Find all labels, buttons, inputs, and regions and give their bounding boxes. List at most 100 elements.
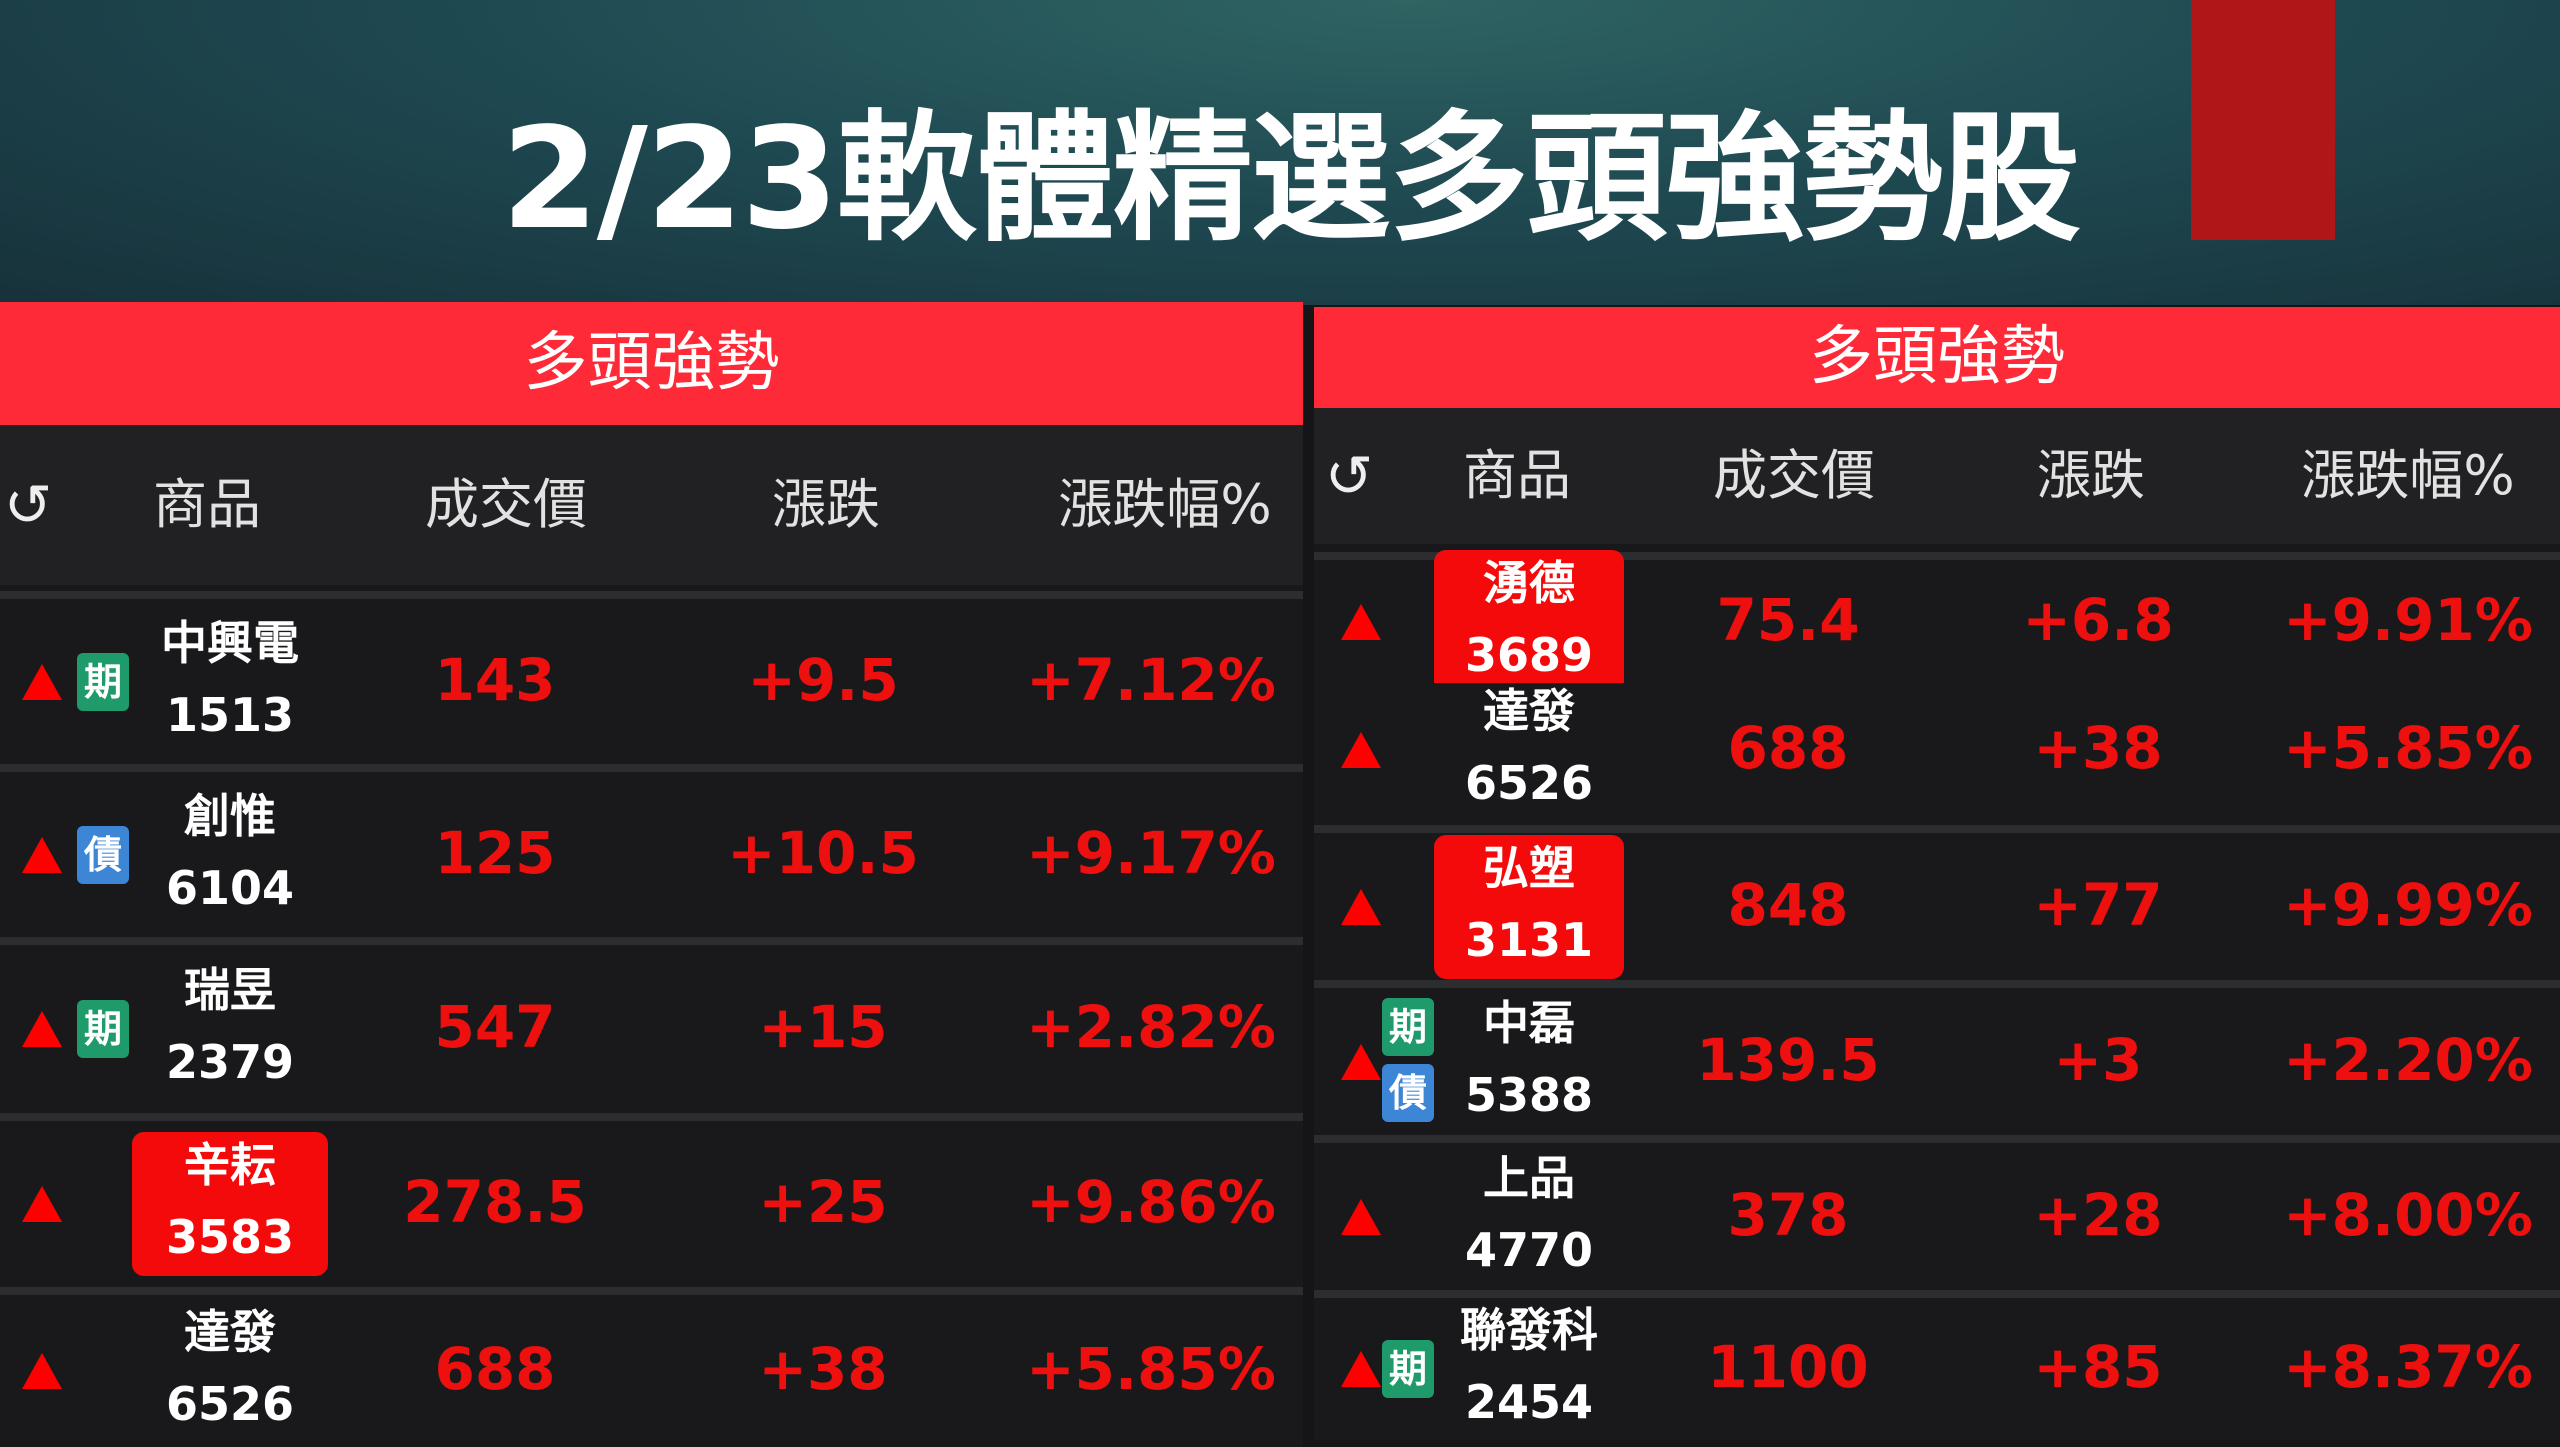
change: +28 (2033, 1180, 2163, 1249)
right-watchlist-panel: 多頭強勢 ↺ 商品 成交價 漲跌 漲跌幅% 湧德 3689 75.4 +6.8 +9.9… (1314, 307, 2560, 1440)
up-arrow-icon (22, 836, 62, 873)
stock-code: 3689 (1464, 627, 1594, 682)
futures-badge: 期 (1382, 1340, 1434, 1398)
column-change-pct[interactable]: 漲跌幅% (2301, 444, 2515, 507)
up-arrow-icon (1341, 1198, 1381, 1235)
column-price[interactable]: 成交價 (1713, 444, 1875, 507)
up-arrow-icon (1341, 603, 1381, 640)
stock-name[interactable]: 辛耘 (184, 1138, 276, 1192)
table-row[interactable]: 達發 6526 688 +38 +5.85% (1314, 683, 2560, 825)
stock-code: 3583 (165, 1210, 295, 1264)
column-change[interactable]: 漲跌 (772, 473, 880, 536)
stock-name[interactable]: 中興電 (161, 615, 299, 670)
up-arrow-icon (1341, 732, 1381, 768)
column-price[interactable]: 成交價 (425, 473, 587, 536)
stock-name[interactable]: 弘塑 (1483, 840, 1575, 895)
table-row[interactable]: 期 瑞昱 2379 547 +15 +2.82% (0, 937, 1303, 1113)
price: 547 (434, 993, 556, 1061)
change: +77 (2033, 870, 2163, 939)
left-watchlist-panel: 多頭強勢 ↺ 商品 成交價 漲跌 漲跌幅% 期中興電 1513 143 +9.5 +7.… (0, 302, 1303, 1447)
change: +3 (2053, 1025, 2143, 1094)
column-product[interactable]: 商品 (153, 473, 261, 536)
bond-badge: 債 (77, 825, 129, 884)
refresh-icon[interactable]: ↺ (1324, 442, 1374, 510)
change: +25 (758, 1168, 888, 1236)
change-pct: +9.91% (2283, 585, 2533, 654)
change-pct: +9.17% (1026, 818, 1276, 887)
change: +6.8 (2022, 585, 2174, 654)
stock-code: 2454 (1464, 1375, 1594, 1429)
stock-name[interactable]: 達發 (184, 1305, 276, 1359)
up-arrow-icon (1341, 888, 1381, 925)
change-pct: +8.37% (2283, 1333, 2533, 1401)
up-arrow-icon (1341, 1351, 1381, 1387)
futures-badge: 期 (77, 1000, 129, 1058)
change-pct: +9.86% (1026, 1168, 1276, 1236)
up-arrow-icon (22, 663, 62, 700)
change: +10.5 (727, 818, 919, 887)
table-row[interactable]: 期中興電 1513 143 +9.5 +7.12% (0, 591, 1303, 764)
table-row[interactable]: 辛耘 3583 278.5 +25 +9.86% (0, 1113, 1303, 1287)
stock-name[interactable]: 上品 (1483, 1150, 1575, 1205)
change: +85 (2033, 1333, 2163, 1401)
stock-code: 3131 (1464, 912, 1594, 967)
change: +38 (758, 1335, 888, 1403)
column-change[interactable]: 漲跌 (2037, 444, 2145, 507)
change: +15 (758, 993, 888, 1061)
change-pct: +2.82% (1026, 993, 1276, 1061)
column-header-row: ↺ 商品 成交價 漲跌 漲跌幅% (0, 425, 1303, 585)
table-row[interactable]: 期債中磊 5388 139.5 +3 +2.20% (1314, 980, 2560, 1135)
change-pct: +2.20% (2283, 1025, 2533, 1094)
stock-name[interactable]: 創惟 (184, 788, 276, 843)
price: 125 (434, 818, 556, 887)
stock-name[interactable]: 聯發科 (1460, 1303, 1598, 1357)
stock-name[interactable]: 湧德 (1483, 555, 1575, 610)
highlight-box (1434, 834, 1624, 979)
stock-code: 4770 (1464, 1222, 1594, 1277)
stock-code: 5388 (1464, 1067, 1594, 1122)
change: +9.5 (747, 645, 899, 714)
change-pct: +7.12% (1026, 645, 1276, 714)
panel-title: 多頭強勢 (0, 302, 1303, 425)
table-row[interactable]: 債創惟 6104 125 +10.5 +9.17% (0, 764, 1303, 937)
change-pct: +9.99% (2283, 870, 2533, 939)
stock-name[interactable]: 中磊 (1483, 995, 1575, 1050)
highlight-box (1434, 549, 1624, 694)
price: 143 (434, 645, 556, 714)
column-change-pct[interactable]: 漲跌幅% (1058, 473, 1272, 536)
column-product[interactable]: 商品 (1463, 444, 1571, 507)
price: 688 (1727, 714, 1849, 782)
price: 688 (434, 1335, 556, 1403)
bond-badge: 債 (1382, 1063, 1434, 1122)
change: +38 (2033, 714, 2163, 782)
futures-badge: 期 (77, 652, 129, 711)
table-row[interactable]: 弘塑 3131 848 +77 +9.99% (1314, 825, 2560, 980)
stock-code: 6104 (165, 860, 295, 915)
stock-name[interactable]: 達發 (1483, 684, 1575, 738)
stock-code: 6526 (165, 1377, 295, 1431)
change-pct: +5.85% (2283, 714, 2533, 782)
up-arrow-icon (1341, 1043, 1381, 1080)
change-pct: +5.85% (1026, 1335, 1276, 1403)
stock-name[interactable]: 瑞昱 (184, 963, 276, 1017)
decorative-red-block (2191, 0, 2335, 240)
up-arrow-icon (22, 1011, 62, 1047)
highlight-box (132, 1132, 328, 1276)
price: 1100 (1707, 1333, 1869, 1401)
up-arrow-icon (22, 1186, 62, 1222)
refresh-icon[interactable]: ↺ (3, 471, 53, 539)
table-row[interactable]: 上品 4770 378 +28 +8.00% (1314, 1135, 2560, 1290)
price: 75.4 (1716, 585, 1860, 654)
price: 848 (1727, 870, 1849, 939)
column-header-row: ↺ 商品 成交價 漲跌 漲跌幅% (1314, 408, 2560, 544)
page-title: 2/23軟體精選多頭強勢股 (501, 98, 2080, 261)
table-row[interactable]: 湧德 3689 75.4 +6.8 +9.91% (1314, 549, 2560, 694)
price: 139.5 (1696, 1025, 1880, 1094)
futures-badge: 期 (1382, 997, 1434, 1056)
table-row[interactable]: 期聯發科 2454 1100 +85 +8.37% (1314, 1290, 2560, 1440)
stock-code: 1513 (165, 687, 295, 742)
panel-title: 多頭強勢 (1314, 307, 2560, 408)
price: 278.5 (403, 1168, 587, 1236)
title-banner (0, 0, 2560, 305)
table-row[interactable]: 達發 6526 688 +38 +5.85% (0, 1287, 1303, 1447)
